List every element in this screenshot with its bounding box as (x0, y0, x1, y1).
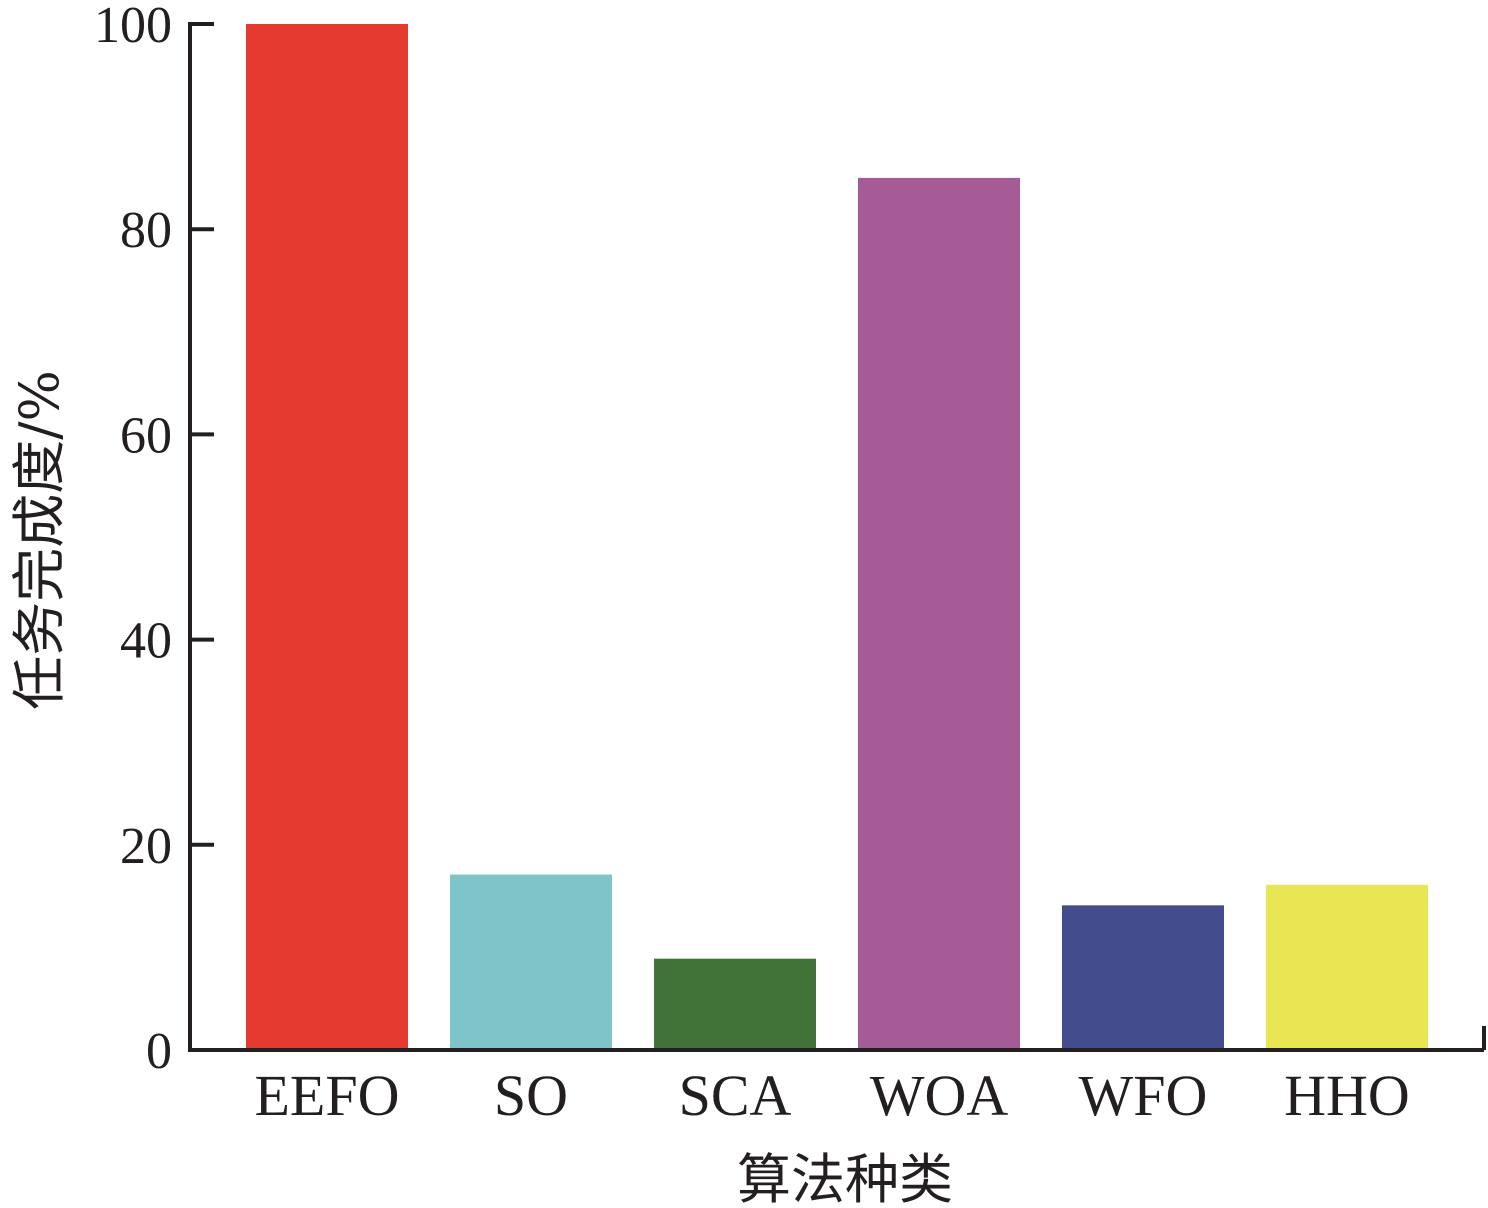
bar-sca (654, 958, 816, 1050)
x-tick-label: EEFO (255, 1063, 400, 1128)
y-tick-label: 0 (146, 1023, 172, 1080)
x-tick-labels: EEFO SO SCA WOA WFO HHO (255, 1063, 1410, 1128)
y-tick-label: 80 (120, 202, 172, 259)
x-tick-label: SCA (679, 1063, 792, 1128)
bar-hho (1266, 884, 1428, 1050)
bar-eefo (246, 24, 408, 1050)
bar-wfo (1062, 905, 1224, 1050)
y-axis-title: 任务完成度/% (8, 370, 71, 710)
axes (188, 22, 1486, 1052)
bar-so (450, 874, 612, 1050)
y-tick-label: 60 (120, 407, 172, 464)
bar-woa (858, 177, 1020, 1050)
x-tick-label: SO (494, 1063, 568, 1128)
x-tick-label: HHO (1284, 1063, 1410, 1128)
x-tick-label: WOA (870, 1063, 1009, 1128)
y-tick-label: 100 (94, 0, 172, 54)
y-ticks: 0 20 40 60 80 100 (94, 0, 214, 1080)
bars (246, 24, 1428, 1050)
y-tick-label: 40 (120, 613, 172, 670)
y-tick-label: 20 (120, 818, 172, 875)
x-axis-title: 算法种类 (737, 1148, 953, 1208)
x-tick-label: WFO (1079, 1063, 1208, 1128)
